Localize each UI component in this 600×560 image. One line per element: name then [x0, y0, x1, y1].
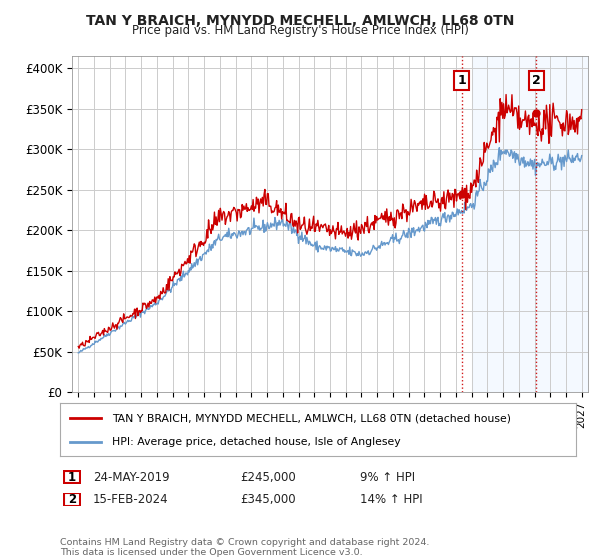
Text: Contains HM Land Registry data © Crown copyright and database right 2024.
This d: Contains HM Land Registry data © Crown c… — [60, 538, 430, 557]
Text: 9% ↑ HPI: 9% ↑ HPI — [360, 470, 415, 484]
Text: 1: 1 — [68, 470, 76, 484]
Text: 2: 2 — [68, 493, 76, 506]
Text: 14% ↑ HPI: 14% ↑ HPI — [360, 493, 422, 506]
Text: 1: 1 — [458, 74, 466, 87]
Bar — [472, 56, 588, 392]
Text: 2: 2 — [532, 74, 541, 87]
Text: TAN Y BRAICH, MYNYDD MECHELL, AMLWCH, LL68 0TN: TAN Y BRAICH, MYNYDD MECHELL, AMLWCH, LL… — [86, 14, 514, 28]
Text: Price paid vs. HM Land Registry's House Price Index (HPI): Price paid vs. HM Land Registry's House … — [131, 24, 469, 37]
Text: HPI: Average price, detached house, Isle of Anglesey: HPI: Average price, detached house, Isle… — [112, 436, 400, 446]
Text: 15-FEB-2024: 15-FEB-2024 — [93, 493, 169, 506]
Text: 24-MAY-2019: 24-MAY-2019 — [93, 470, 170, 484]
Text: TAN Y BRAICH, MYNYDD MECHELL, AMLWCH, LL68 0TN (detached house): TAN Y BRAICH, MYNYDD MECHELL, AMLWCH, LL… — [112, 413, 511, 423]
Text: £245,000: £245,000 — [240, 470, 296, 484]
Text: £345,000: £345,000 — [240, 493, 296, 506]
